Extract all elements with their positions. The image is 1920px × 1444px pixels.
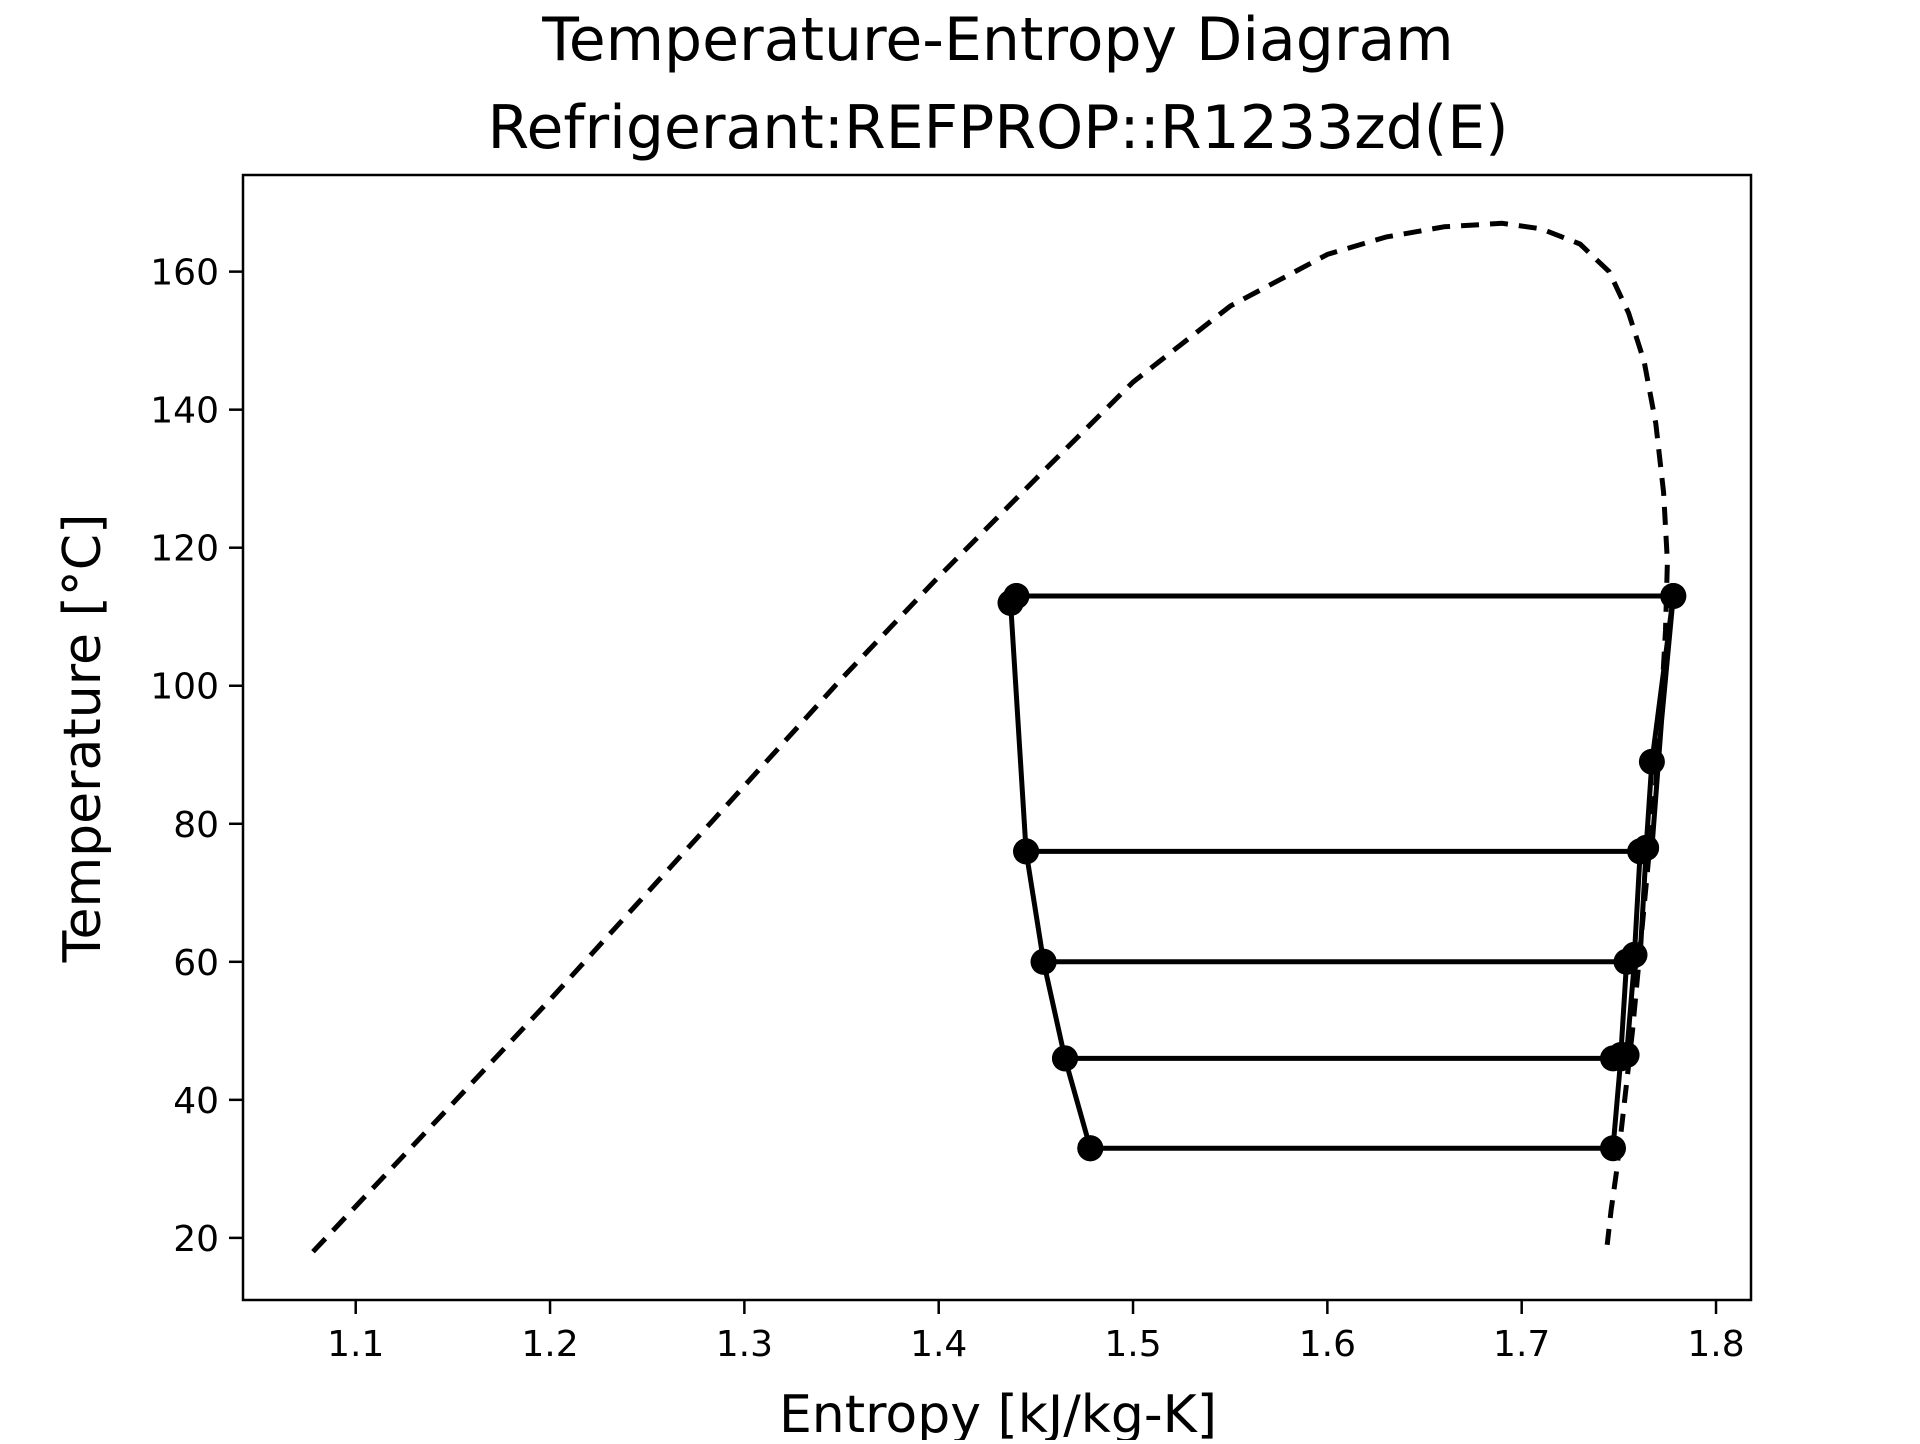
- chart-title-line-1: Temperature-Entropy Diagram: [541, 5, 1454, 75]
- y-tick-label-100: 100: [150, 667, 219, 708]
- y-tick-label-160: 160: [150, 253, 219, 294]
- y-tick-label-140: 140: [150, 391, 219, 432]
- y-axis-ticks: 20 40 60 80 100 120 140 160: [150, 253, 243, 1260]
- series-6-point-0: [1077, 1135, 1104, 1162]
- x-tick-label-1.3: 1.3: [716, 1324, 773, 1365]
- series-4-point-0: [1030, 948, 1057, 975]
- y-tick-label-80: 80: [173, 805, 219, 846]
- y-axis-label: Temperature [°C]: [53, 514, 113, 964]
- x-tick-label-1.5: 1.5: [1104, 1324, 1161, 1365]
- y-tick-label-120: 120: [150, 529, 219, 570]
- series-5-point-0: [1052, 1045, 1078, 1072]
- chart-title-line-2: Refrigerant:REFPROP::R1233zd(E): [487, 93, 1508, 163]
- plot-frame: [241, 173, 1753, 1302]
- plot-area: [311, 220, 1687, 1254]
- x-tick-label-1.6: 1.6: [1299, 1324, 1356, 1365]
- x-tick-label-1.2: 1.2: [521, 1324, 578, 1365]
- x-tick-label-1.7: 1.7: [1493, 1324, 1550, 1365]
- x-tick-label-1.8: 1.8: [1687, 1324, 1744, 1365]
- x-axis-ticks: 1.1 1.2 1.3 1.4 1.5 1.6 1.7 1.8: [327, 1300, 1745, 1365]
- series-3-point-0: [1013, 838, 1040, 865]
- y-tick-label-40: 40: [173, 1081, 219, 1122]
- x-tick-label-1.1: 1.1: [327, 1324, 384, 1365]
- x-tick-label-1.4: 1.4: [910, 1324, 967, 1365]
- x-axis-label: Entropy [kJ/kg-K]: [779, 1385, 1217, 1440]
- series-line-7: [1610, 595, 1676, 1149]
- series-2-point-1: [1003, 583, 1030, 609]
- y-tick-label-60: 60: [173, 943, 219, 984]
- y-tick-label-20: 20: [173, 1219, 219, 1260]
